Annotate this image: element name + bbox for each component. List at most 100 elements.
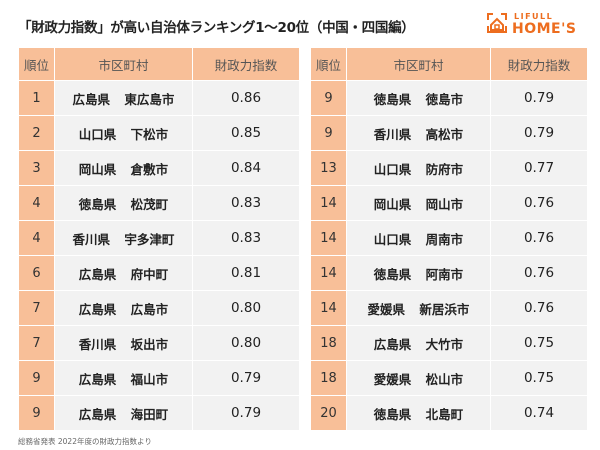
municipality-cell: 広島県 広島市	[54, 290, 193, 326]
ranking-table-left: 順位 市区町村 財政力指数 1 広島県 東広島市 0.86 2 山口県 下松市 0.85 3…	[18, 47, 300, 431]
source-note: 総務省発表 2022年度の財政力指数より	[18, 437, 152, 446]
rank-cell: 9	[18, 395, 55, 431]
rank-cell: 4	[18, 220, 55, 256]
prefecture: 香川県	[78, 336, 117, 352]
city: 新居浜市	[419, 301, 470, 317]
city: 広島市	[130, 301, 169, 317]
rank-cell: 20	[310, 395, 347, 431]
header-rank: 順位	[310, 47, 347, 81]
value-cell: 0.76	[490, 220, 588, 256]
prefecture: 岡山県	[78, 161, 117, 177]
rank-cell: 7	[18, 290, 55, 326]
municipality-cell: 山口県 周南市	[346, 220, 491, 256]
table-row: 14 岡山県 岡山市 0.76	[310, 185, 588, 221]
table-row: 6 広島県 府中町 0.81	[18, 255, 300, 291]
table-row: 14 徳島県 阿南市 0.76	[310, 255, 588, 291]
value-cell: 0.79	[490, 80, 588, 116]
table-row: 9 徳島県 徳島市 0.79	[310, 80, 588, 116]
municipality-cell: 広島県 府中町	[54, 255, 193, 291]
city: 海田町	[130, 406, 169, 422]
header-name: 市区町村	[346, 47, 491, 81]
city: 松茂町	[130, 196, 169, 212]
municipality-cell: 香川県 宇多津町	[54, 220, 193, 256]
prefecture: 広島県	[78, 371, 117, 387]
prefecture: 徳島県	[78, 196, 117, 212]
table-row: 1 広島県 東広島市 0.86	[18, 80, 300, 116]
logo-text-top: LIFULL	[514, 12, 554, 21]
prefecture: 香川県	[373, 126, 412, 142]
prefecture: 徳島県	[373, 406, 412, 422]
table-row: 3 岡山県 倉敷市 0.84	[18, 150, 300, 186]
lifull-homes-logo: LIFULL HOME'S	[486, 10, 590, 40]
municipality-cell: 岡山県 倉敷市	[54, 150, 193, 186]
value-cell: 0.75	[490, 360, 588, 396]
municipality-cell: 広島県 福山市	[54, 360, 193, 396]
page-title: 「財政力指数」が高い自治体ランキング1〜20位（中国・四国編）	[18, 20, 415, 36]
municipality-cell: 徳島県 松茂町	[54, 185, 193, 221]
rank-cell: 14	[310, 255, 347, 291]
rank-cell: 9	[310, 115, 347, 151]
table-row: 13 山口県 防府市 0.77	[310, 150, 588, 186]
city: 周南市	[425, 231, 464, 247]
value-cell: 0.80	[192, 290, 300, 326]
table-row: 14 山口県 周南市 0.76	[310, 220, 588, 256]
table-row: 2 山口県 下松市 0.85	[18, 115, 300, 151]
city: 北島町	[425, 406, 464, 422]
city: 阿南市	[425, 266, 464, 282]
prefecture: 徳島県	[373, 266, 412, 282]
value-cell: 0.81	[192, 255, 300, 291]
table-row: 20 徳島県 北島町 0.74	[310, 395, 588, 431]
table-row: 7 広島県 広島市 0.80	[18, 290, 300, 326]
value-cell: 0.76	[490, 185, 588, 221]
rank-cell: 3	[18, 150, 55, 186]
city: 府中町	[130, 266, 169, 282]
value-cell: 0.74	[490, 395, 588, 431]
table-row: 7 香川県 坂出市 0.80	[18, 325, 300, 361]
rank-cell: 2	[18, 115, 55, 151]
rank-cell: 9	[310, 80, 347, 116]
city: 徳島市	[425, 91, 464, 107]
table-row: 14 愛媛県 新居浜市 0.76	[310, 290, 588, 326]
ranking-table-right: 順位 市区町村 財政力指数 9 徳島県 徳島市 0.79 9 香川県 高松市 0.79 13…	[310, 47, 588, 431]
table-row: 18 広島県 大竹市 0.75	[310, 325, 588, 361]
city: 宇多津町	[124, 231, 175, 247]
city: 大竹市	[425, 336, 464, 352]
municipality-cell: 広島県 東広島市	[54, 80, 193, 116]
municipality-cell: 広島県 海田町	[54, 395, 193, 431]
table-row: 9 広島県 福山市 0.79	[18, 360, 300, 396]
value-cell: 0.86	[192, 80, 300, 116]
table-row: 9 香川県 高松市 0.79	[310, 115, 588, 151]
value-cell: 0.79	[490, 115, 588, 151]
logo-text-main: HOME'S	[512, 21, 577, 37]
rank-cell: 13	[310, 150, 347, 186]
value-cell: 0.84	[192, 150, 300, 186]
rank-cell: 14	[310, 290, 347, 326]
prefecture: 広島県	[78, 301, 117, 317]
prefecture: 広島県	[72, 91, 111, 107]
prefecture: 徳島県	[373, 91, 412, 107]
header-name: 市区町村	[54, 47, 193, 81]
municipality-cell: 徳島県 徳島市	[346, 80, 491, 116]
prefecture: 山口県	[78, 126, 117, 142]
table-row: 4 香川県 宇多津町 0.83	[18, 220, 300, 256]
municipality-cell: 広島県 大竹市	[346, 325, 491, 361]
rank-cell: 7	[18, 325, 55, 361]
prefecture: 山口県	[373, 161, 412, 177]
municipality-cell: 岡山県 岡山市	[346, 185, 491, 221]
value-cell: 0.77	[490, 150, 588, 186]
header-value: 財政力指数	[490, 47, 588, 81]
city: 倉敷市	[130, 161, 169, 177]
city: 高松市	[425, 126, 464, 142]
prefecture: 岡山県	[373, 196, 412, 212]
municipality-cell: 山口県 防府市	[346, 150, 491, 186]
prefecture: 愛媛県	[373, 371, 412, 387]
prefecture: 広島県	[373, 336, 412, 352]
header-value: 財政力指数	[192, 47, 300, 81]
value-cell: 0.80	[192, 325, 300, 361]
rank-cell: 18	[310, 325, 347, 361]
table-row: 4 徳島県 松茂町 0.83	[18, 185, 300, 221]
house-icon	[487, 13, 507, 33]
prefecture: 広島県	[78, 266, 117, 282]
rank-cell: 1	[18, 80, 55, 116]
value-cell: 0.75	[490, 325, 588, 361]
